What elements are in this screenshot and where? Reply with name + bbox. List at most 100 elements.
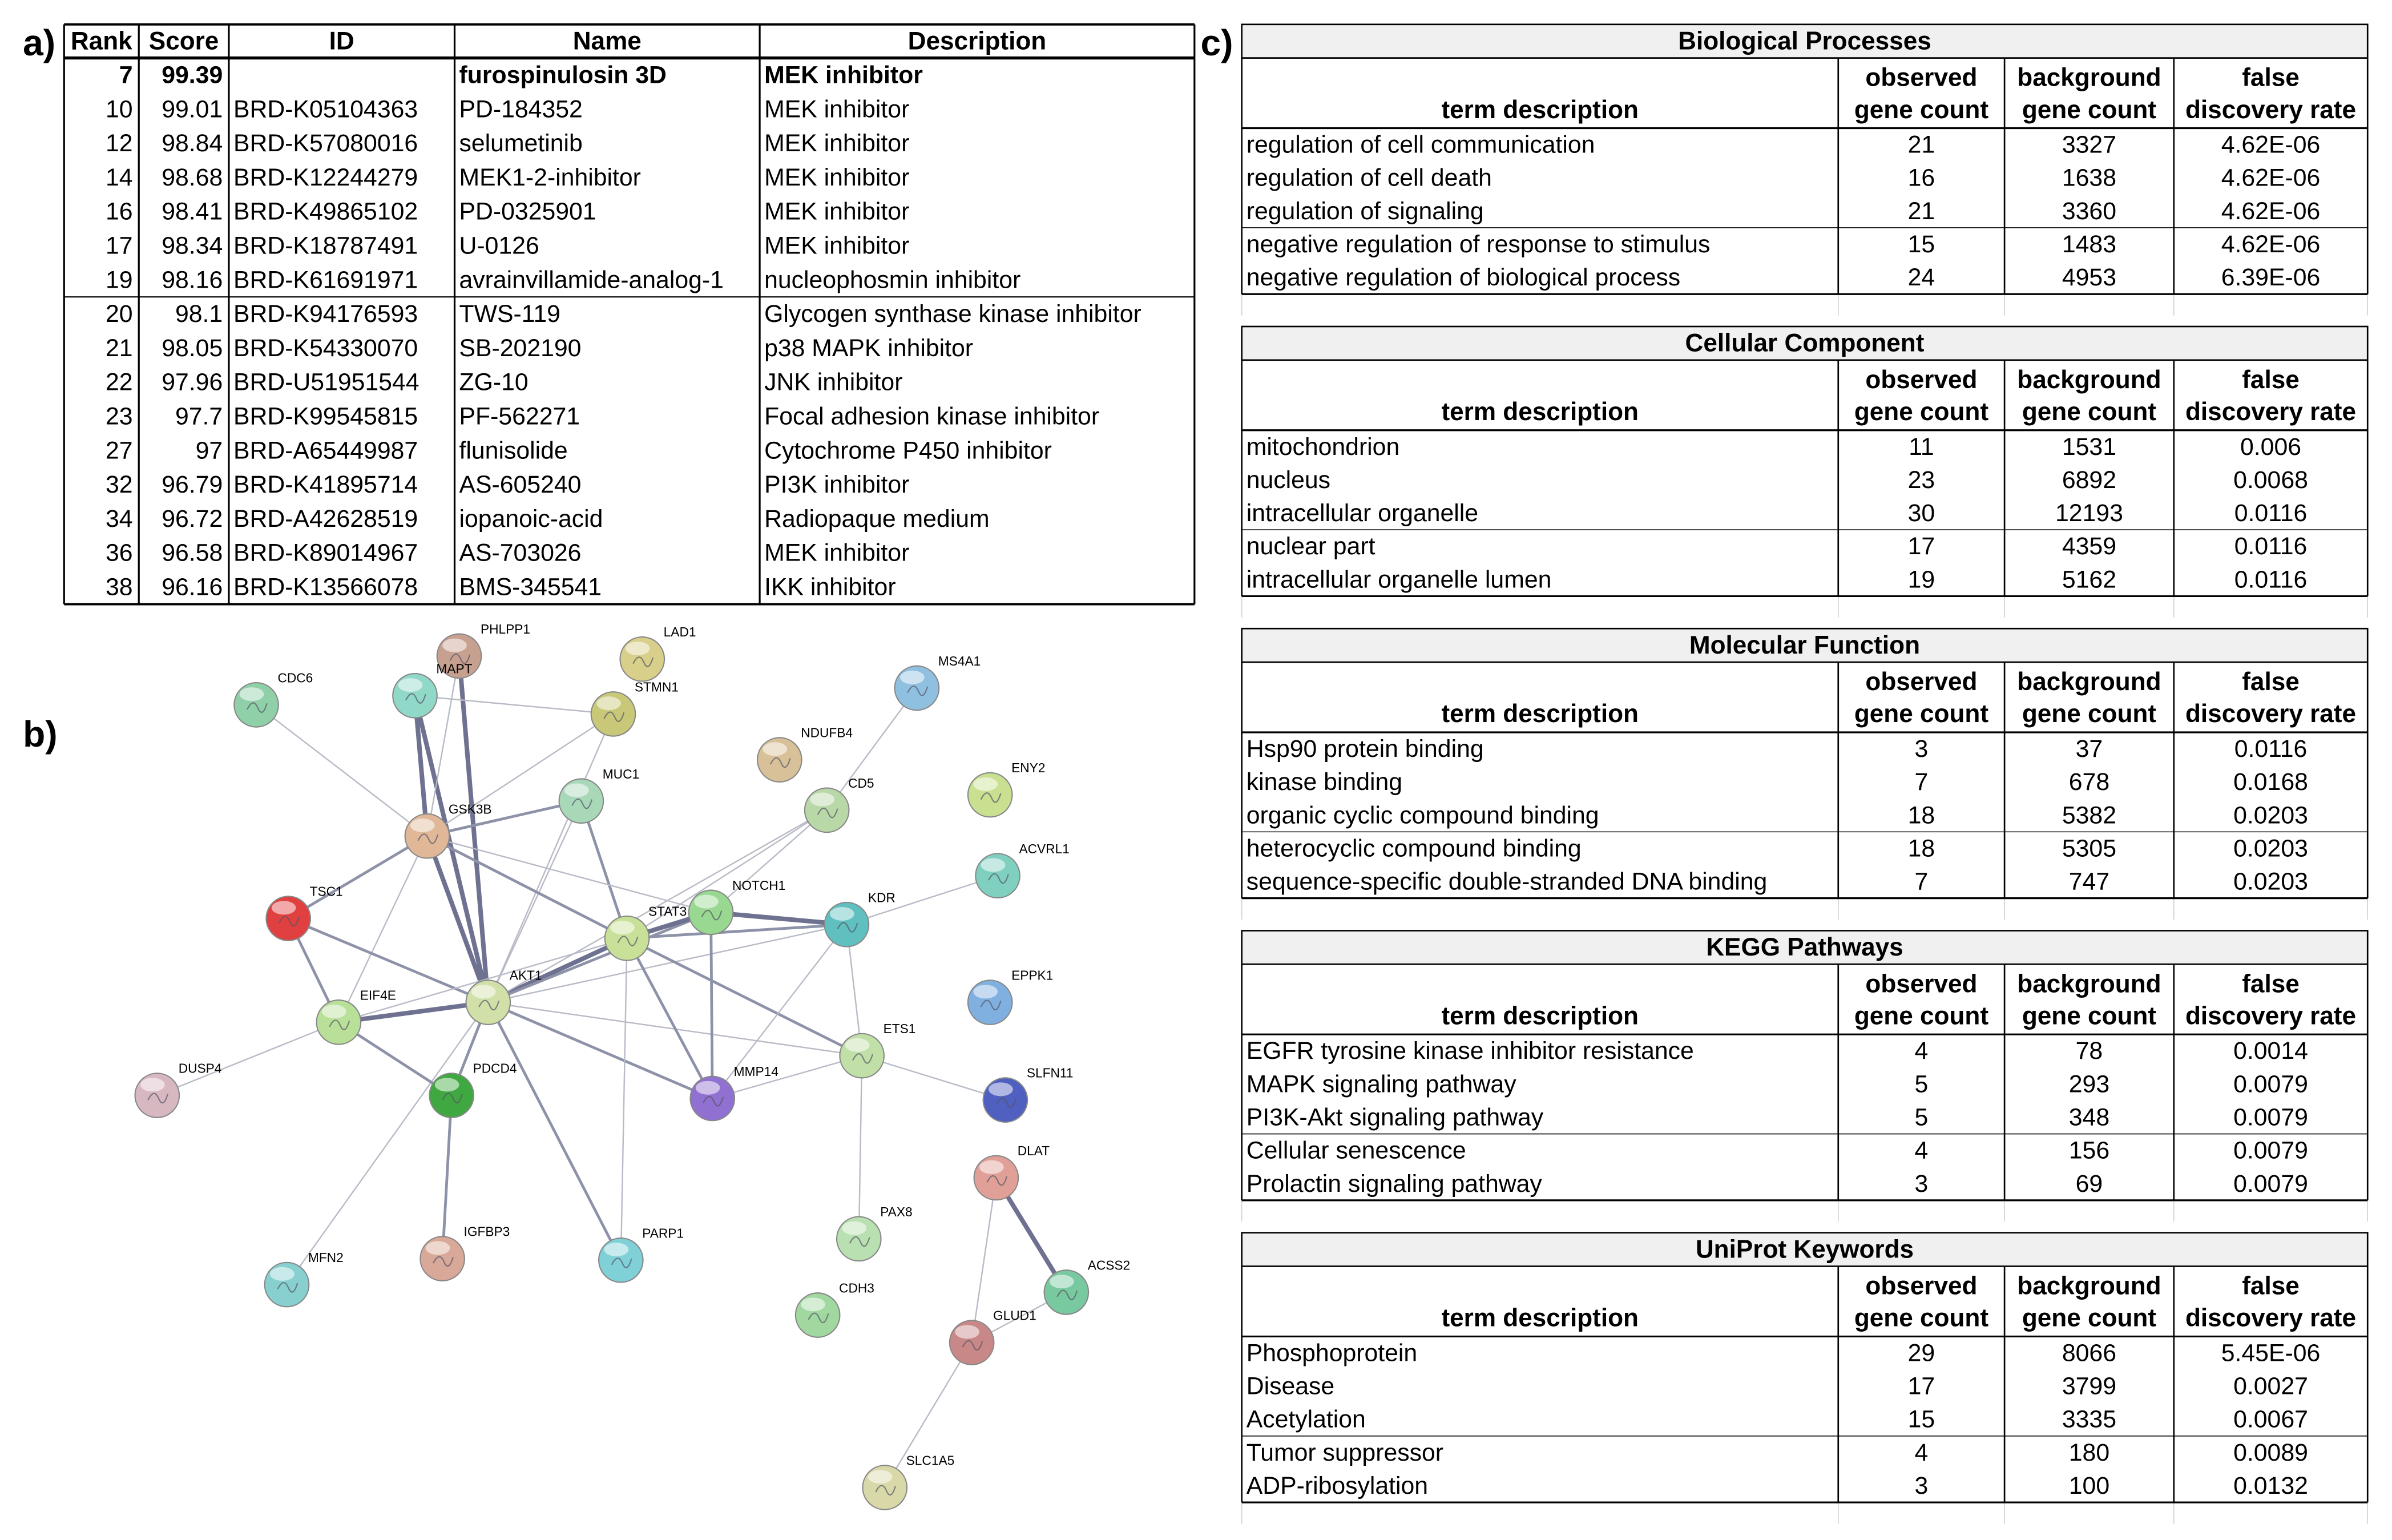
table-cell: 7 (119, 61, 133, 88)
table-cell: BRD-K99545815 (233, 403, 418, 430)
column-header: observed (1865, 64, 1977, 92)
table-cell: 1638 (2062, 164, 2116, 192)
column-header: gene count (2022, 398, 2156, 426)
column-header: term description (1441, 1002, 1638, 1030)
edge (286, 1002, 489, 1285)
edge (626, 937, 714, 1099)
node-structure (875, 1485, 896, 1496)
table-cell: 0.0067 (2233, 1406, 2308, 1433)
panel-labels: a) b) c) (23, 22, 1233, 755)
node-shine (398, 678, 423, 692)
column-header: Score (149, 27, 219, 55)
table-cell: 293 (2069, 1070, 2109, 1098)
table-cell: BRD-K05104363 (233, 95, 418, 123)
node-structure (405, 693, 426, 704)
node: PHLPP1 (436, 622, 530, 679)
table-cell: 0.0079 (2233, 1104, 2308, 1131)
table-cell: intracellular organelle (1247, 499, 1478, 527)
node-label: LAD1 (664, 624, 696, 639)
table-cell: BRD-K41895714 (233, 471, 418, 498)
table-cell: 3327 (2062, 131, 2116, 159)
node-label: SLFN11 (1027, 1066, 1074, 1081)
table-title: KEGG Pathways (1706, 933, 1903, 961)
table-cell: ZG-10 (459, 369, 529, 396)
table-cell: Disease (1247, 1373, 1334, 1400)
table-cell: nucleophosmin inhibitor (764, 266, 1020, 293)
column-header: background (2017, 970, 2161, 998)
node: DLAT (973, 1143, 1050, 1201)
table-cell: 5162 (2062, 566, 2116, 593)
column-header: gene count (1854, 96, 1988, 124)
table-cell: 0.0079 (2233, 1170, 2308, 1198)
table-cell: 5 (1915, 1104, 1929, 1131)
table-cell: 0.0203 (2233, 834, 2308, 862)
node-structure (988, 873, 1009, 884)
node-structure (849, 1236, 870, 1247)
node-shine (845, 1038, 870, 1052)
table-cell: 5.45E-06 (2221, 1339, 2321, 1366)
column-header: false (2242, 970, 2300, 998)
table-cell: 22 (106, 369, 133, 396)
column-header: gene count (1854, 700, 1988, 728)
node-structure (980, 792, 1002, 803)
node-shine (899, 670, 925, 684)
table-cell: AS-703026 (459, 539, 582, 567)
edge (338, 1000, 489, 1025)
table-cell: Tumor suppressor (1247, 1439, 1443, 1466)
table-title: Biological Processes (1678, 27, 1931, 55)
node-structure (603, 711, 625, 722)
node-shine (842, 1221, 867, 1235)
table-cell: TWS-119 (459, 300, 560, 328)
table-cell: BRD-K61691971 (233, 266, 418, 293)
edge (487, 800, 582, 1003)
table-cell: 156 (2069, 1137, 2109, 1164)
node-structure (442, 1092, 463, 1104)
node-label: MAPT (436, 661, 472, 676)
table-cell: nucleus (1247, 466, 1330, 494)
table-cell: 18 (1908, 801, 1935, 829)
column-header: discovery rate (2185, 700, 2356, 728)
enrichment-table: Biological Processes term description obse… (1241, 23, 2369, 316)
edge (487, 1001, 622, 1261)
node-label: ENY2 (1011, 760, 1045, 775)
edge (414, 695, 614, 715)
table-cell: 96.79 (162, 471, 223, 498)
node-shine (471, 985, 496, 999)
table-cell: 0.0014 (2233, 1037, 2308, 1065)
table-cell: 97 (196, 437, 223, 464)
edge (338, 836, 428, 1023)
edge (427, 835, 711, 913)
table-cell: 3 (1915, 1170, 1929, 1198)
edge (256, 704, 428, 837)
table-cell: MEK inhibitor (764, 164, 909, 191)
node: GLUD1 (949, 1308, 1036, 1365)
panel-label: a) (23, 22, 55, 63)
table-cell: PI3K inhibitor (764, 471, 909, 498)
table-cell: 0.0203 (2233, 801, 2308, 829)
column-header: false (2242, 64, 2300, 92)
table-cell: EGFR tyrosine kinase inhibitor resistanc… (1247, 1037, 1694, 1065)
node: PARP1 (598, 1225, 684, 1283)
table-cell: 0.0079 (2233, 1070, 2308, 1098)
node-structure (817, 807, 838, 819)
table-cell: 15 (1908, 231, 1935, 258)
table-cell: 4 (1915, 1439, 1929, 1466)
table-cell: 19 (1908, 566, 1935, 593)
table-cell: 69 (2076, 1170, 2103, 1198)
node-structure (277, 1282, 299, 1293)
edge (487, 1001, 713, 1100)
node-structure (1056, 1289, 1078, 1300)
table-cell: 98.41 (162, 198, 223, 225)
node-shine (321, 1005, 346, 1019)
table-cell: 0.006 (2240, 433, 2301, 461)
node-label: IGFBP3 (464, 1224, 510, 1239)
table-cell: 0.0168 (2233, 768, 2308, 796)
node-structure (852, 1053, 873, 1064)
table-title-bg (1241, 23, 2369, 59)
table-cell: furospinulosin 3D (459, 61, 667, 88)
node-shine (610, 921, 635, 935)
node: MFN2 (264, 1250, 344, 1308)
edge (710, 809, 828, 913)
table-cell: heterocyclic compound binding (1247, 834, 1582, 862)
